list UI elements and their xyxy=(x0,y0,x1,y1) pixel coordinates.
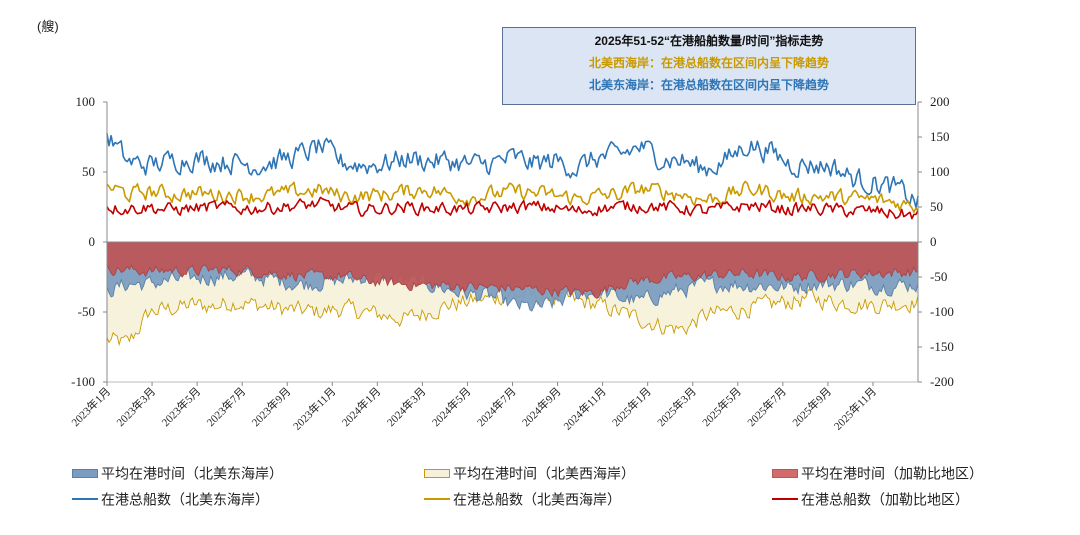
area-caribbean-time xyxy=(106,241,919,299)
legend-item-carib-time: 平均在港时间（加勒比地区） xyxy=(772,461,983,483)
legend-label: 在港总船数（加勒比地区） xyxy=(801,491,969,508)
y-right-tick-label: 50 xyxy=(930,199,943,214)
y-left-tick-label: 100 xyxy=(76,94,96,109)
annotation-line-east: 北美东海岸：在港总船数在区间内呈下降趋势 xyxy=(588,78,829,92)
annotation-line-west: 北美西海岸：在港总船数在区间内呈下降趋势 xyxy=(588,56,829,70)
y-right-tick-label: 0 xyxy=(930,234,937,249)
x-tick-label: 2023年1月 xyxy=(68,384,113,429)
y-right-tick-label: 200 xyxy=(930,94,950,109)
x-tick-label: 2024年5月 xyxy=(429,384,474,429)
x-tick-label: 2025年3月 xyxy=(654,384,699,429)
x-tick-label: 2025年9月 xyxy=(789,384,834,429)
line-series-group xyxy=(106,133,919,220)
y-left-tick-label: -50 xyxy=(78,304,95,319)
legend-item-east-time: 平均在港时间（北美东海岸） xyxy=(72,461,283,483)
x-tick-label: 2024年1月 xyxy=(339,384,384,429)
line-caribbean-count xyxy=(106,196,919,220)
legend-label: 平均在港时间（北美西海岸） xyxy=(453,465,635,482)
annotation-title: 2025年51-52“在港船舶数量/时间”指标走势 xyxy=(594,34,824,48)
x-tick-label: 2023年11月 xyxy=(290,384,339,433)
x-tick-label: 2023年9月 xyxy=(248,384,293,429)
y-right-tick-label: 100 xyxy=(930,164,950,179)
legend-label: 在港总船数（北美东海岸） xyxy=(101,491,269,508)
x-tick-label: 2025年11月 xyxy=(831,384,880,433)
legend-line xyxy=(772,498,798,501)
legend-label: 平均在港时间（北美东海岸） xyxy=(101,465,283,482)
legend-label: 在港总船数（北美西海岸） xyxy=(453,491,621,508)
y-right-tick-label: -150 xyxy=(930,339,954,354)
legend-line xyxy=(424,498,450,501)
x-tick-label: 2025年1月 xyxy=(609,384,654,429)
x-tick-label: 2023年7月 xyxy=(203,384,248,429)
y-right-tick-label: 150 xyxy=(930,129,950,144)
legend: 平均在港时间（北美东海岸） 平均在港时间（北美西海岸） 平均在港时间（加勒比地区… xyxy=(0,458,1080,518)
annotation-box: 2025年51-52“在港船舶数量/时间”指标走势 北美西海岸：在港总船数在区间… xyxy=(502,27,916,105)
x-tick-label: 2025年7月 xyxy=(744,384,789,429)
legend-item-west-time: 平均在港时间（北美西海岸） xyxy=(424,461,635,483)
legend-item-west-count: 在港总船数（北美西海岸） xyxy=(424,487,621,509)
y-left-tick-label: 50 xyxy=(82,164,95,179)
y-right-tick-label: -50 xyxy=(930,269,947,284)
y-left-tick-label: -100 xyxy=(71,374,95,389)
x-tick-label: 2024年11月 xyxy=(560,384,609,433)
line-east-count xyxy=(106,133,919,209)
x-tick-label: 2023年3月 xyxy=(113,384,158,429)
area-series-group xyxy=(106,241,919,347)
line-west-count xyxy=(106,180,919,213)
legend-label: 平均在港时间（加勒比地区） xyxy=(801,465,983,482)
legend-swatch xyxy=(772,468,798,478)
unit-label: (艘) xyxy=(37,19,59,34)
legend-item-carib-count: 在港总船数（加勒比地区） xyxy=(772,487,969,509)
y-right-tick-label: -100 xyxy=(930,304,954,319)
legend-line xyxy=(72,498,98,501)
x-tick-label: 2023年5月 xyxy=(158,384,203,429)
legend-swatch xyxy=(72,468,98,478)
legend-item-east-count: 在港总船数（北美东海岸） xyxy=(72,487,269,509)
legend-swatch xyxy=(424,468,450,478)
x-tick-label: 2025年5月 xyxy=(699,384,744,429)
y-left-tick-label: 0 xyxy=(89,234,96,249)
y-right-tick-label: -200 xyxy=(930,374,954,389)
x-tick-label: 2024年9月 xyxy=(519,384,564,429)
x-tick-label: 2024年3月 xyxy=(384,384,429,429)
x-tick-label: 2024年7月 xyxy=(474,384,519,429)
